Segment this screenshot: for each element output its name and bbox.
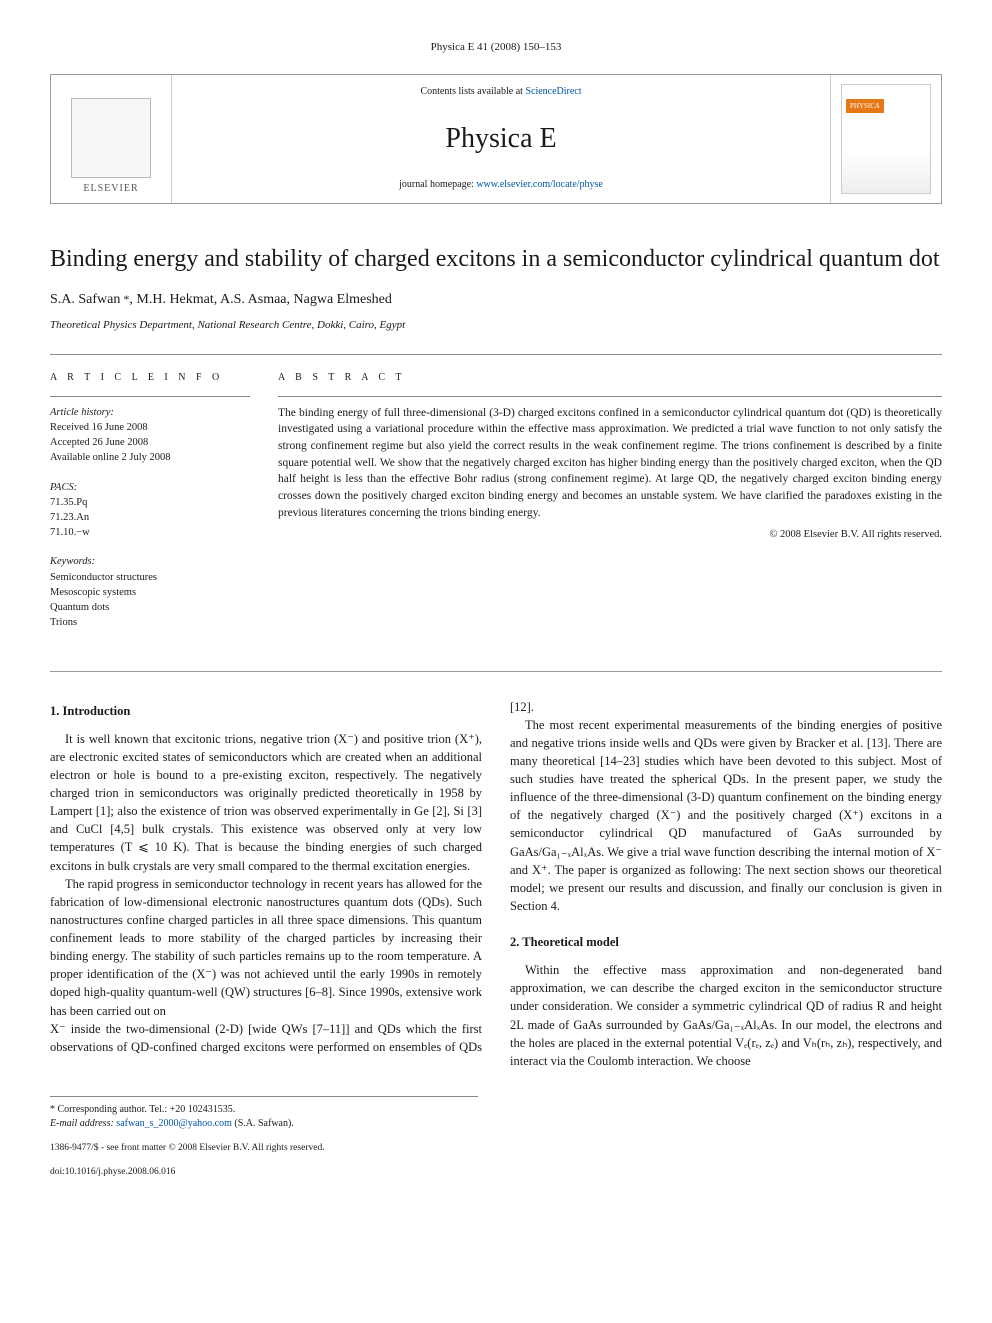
article-history: Article history: Received 16 June 2008 A… [50,405,250,466]
abstract-column: A B S T R A C T The binding energy of fu… [278,371,942,644]
homepage-prefix: journal homepage: [399,179,476,190]
doi-line: doi:10.1016/j.physe.2008.06.016 [50,1166,478,1180]
received-date: Received 16 June 2008 [50,420,250,435]
journal-name: Physica E [445,119,556,160]
author-4: Nagwa Elmeshed [294,292,392,307]
author-3: A.S. Asmaa [220,292,287,307]
section-heading-intro: 1. Introduction [50,702,482,720]
keywords-label: Keywords: [50,554,250,569]
pacs-label: PACS: [50,480,250,495]
pacs-code: 71.10.−w [50,525,250,540]
keywords-block: Keywords: Semiconductor structures Mesos… [50,554,250,630]
email-label: E-mail address: [50,1118,116,1129]
sciencedirect-link[interactable]: ScienceDirect [525,86,581,97]
masthead-center: Contents lists available at ScienceDirec… [171,75,831,203]
cover-box [831,75,941,203]
body-paragraph: It is well known that excitonic trions, … [50,730,482,875]
corresponding-mark-icon: * [120,292,129,306]
pacs-code: 71.35.Pq [50,495,250,510]
pacs-code: 71.23.An [50,510,250,525]
publisher-box: ELSEVIER [51,75,171,203]
history-label: Article history: [50,405,250,420]
journal-cover-icon [841,84,931,194]
article-info-heading: A R T I C L E I N F O [50,371,250,386]
article-title: Binding energy and stability of charged … [50,244,942,274]
abstract-text: The binding energy of full three-dimensi… [278,405,942,522]
contents-prefix: Contents lists available at [420,86,525,97]
keyword: Quantum dots [50,600,250,615]
body-paragraph: Within the effective mass approximation … [510,961,942,1070]
masthead: ELSEVIER Contents lists available at Sci… [50,74,942,204]
corresponding-author-note: * Corresponding author. Tel.: +20 102431… [50,1103,478,1118]
affiliation: Theoretical Physics Department, National… [50,318,942,334]
pacs-block: PACS: 71.35.Pq 71.23.An 71.10.−w [50,480,250,541]
author-list: S.A. Safwan *, M.H. Hekmat, A.S. Asmaa, … [50,290,942,310]
author-2: M.H. Hekmat [136,292,213,307]
journal-reference: Physica E 41 (2008) 150–153 [50,40,942,56]
contents-line: Contents lists available at ScienceDirec… [420,85,581,100]
keyword: Trions [50,615,250,630]
issn-line: 1386-9477/$ - see front matter © 2008 El… [50,1142,478,1156]
article-info-column: A R T I C L E I N F O Article history: R… [50,371,250,644]
divider [50,396,250,397]
body-paragraph: The rapid progress in semiconductor tech… [50,875,482,1020]
meta-abstract-row: A R T I C L E I N F O Article history: R… [50,371,942,644]
keyword: Semiconductor structures [50,570,250,585]
author-email-link[interactable]: safwan_s_2000@yahoo.com [116,1118,232,1129]
elsevier-tree-icon [71,98,151,178]
online-date: Available online 2 July 2008 [50,450,250,465]
body-columns: 1. Introduction It is well known that ex… [50,698,942,1070]
abstract-copyright: © 2008 Elsevier B.V. All rights reserved… [278,527,942,542]
email-line: E-mail address: safwan_s_2000@yahoo.com … [50,1117,478,1132]
email-name: (S.A. Safwan). [232,1118,294,1129]
divider [50,671,942,672]
homepage-link[interactable]: www.elsevier.com/locate/physe [476,179,603,190]
footnotes: * Corresponding author. Tel.: +20 102431… [50,1096,478,1180]
author-1: S.A. Safwan [50,292,120,307]
keyword: Mesoscopic systems [50,585,250,600]
accepted-date: Accepted 26 June 2008 [50,435,250,450]
homepage-line: journal homepage: www.elsevier.com/locat… [399,178,603,193]
divider [50,354,942,355]
divider [278,396,942,397]
abstract-heading: A B S T R A C T [278,371,942,386]
section-heading-model: 2. Theoretical model [510,933,942,951]
body-paragraph: The most recent experimental measurement… [510,716,942,915]
publisher-name: ELSEVIER [83,182,138,197]
